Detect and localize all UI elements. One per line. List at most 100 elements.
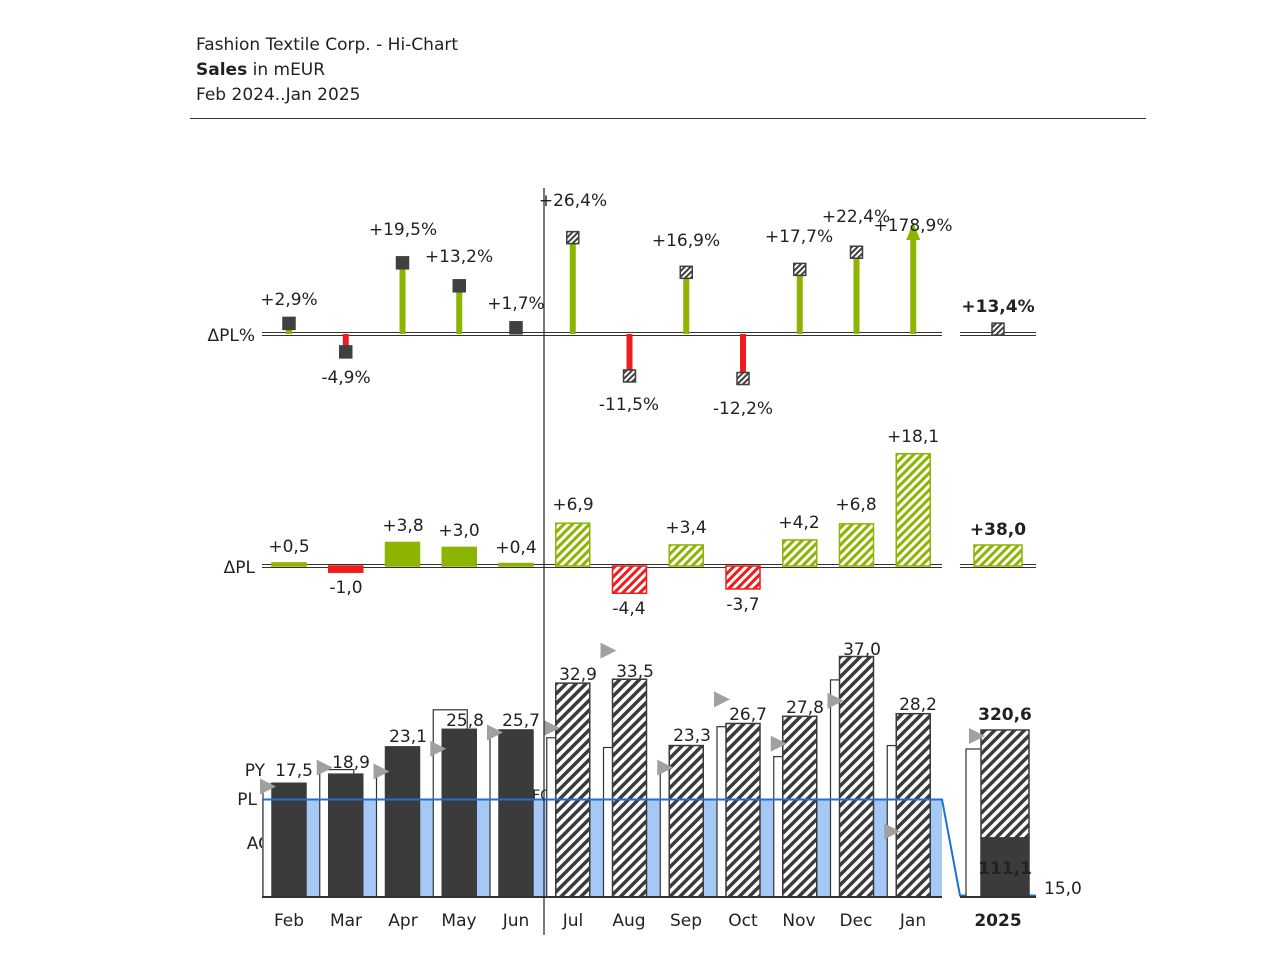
pl-triangle bbox=[884, 823, 901, 840]
dpl-percent-label: +22,4% bbox=[822, 207, 890, 227]
dpl-percent-marker bbox=[452, 279, 466, 293]
pl-triangle bbox=[316, 759, 333, 776]
fc-bar bbox=[668, 744, 704, 898]
sales-label: 37,0 bbox=[843, 640, 881, 660]
dpl-label: +3,8 bbox=[382, 516, 423, 536]
category-label: Oct bbox=[728, 911, 758, 931]
dpl-bar bbox=[384, 541, 421, 567]
dpl-percent-marker bbox=[793, 262, 807, 277]
fc-bar bbox=[782, 715, 818, 898]
dpl-percent-label: +13,2% bbox=[425, 247, 493, 267]
pl-area bbox=[262, 799, 942, 897]
pl-triangle bbox=[260, 778, 276, 795]
pl-total-triangle bbox=[969, 728, 985, 744]
dpl-percent-label: +178,9% bbox=[873, 216, 952, 236]
dpl-label: -1,0 bbox=[329, 578, 362, 598]
sales-label: 33,5 bbox=[616, 662, 654, 682]
plot-area bbox=[260, 188, 1036, 935]
dpl-percent-marker bbox=[849, 245, 864, 259]
fc-bar bbox=[611, 678, 648, 898]
sales-label: 23,1 bbox=[389, 727, 427, 747]
company-title: Fashion Textile Corp. - Hi-Chart bbox=[196, 35, 459, 55]
dpl-bar bbox=[498, 562, 534, 567]
measure-line: Sales in mEUR bbox=[196, 58, 458, 83]
sales-label: 25,8 bbox=[446, 711, 484, 731]
category-label: Apr bbox=[388, 911, 417, 931]
pl-triangle bbox=[430, 740, 447, 757]
sales-total-label: 320,6 bbox=[978, 705, 1032, 725]
dpl-bar bbox=[611, 565, 648, 595]
row-label-dpl-percent: ΔPL% bbox=[207, 326, 255, 346]
dpl-percent-label: +26,4% bbox=[539, 191, 607, 211]
category-label: Jul bbox=[562, 911, 584, 931]
row-label-py: PY bbox=[245, 761, 266, 781]
category-label-total: 2025 bbox=[974, 911, 1021, 931]
dpl-bar bbox=[441, 546, 477, 567]
dpl-label: +0,5 bbox=[268, 537, 309, 557]
ac-bar bbox=[328, 773, 364, 898]
ac-bar bbox=[498, 729, 534, 898]
dpl-bar bbox=[895, 453, 931, 567]
pl-triangle bbox=[770, 735, 787, 752]
fc-total-bar bbox=[980, 729, 1030, 839]
sales-label: 26,7 bbox=[729, 705, 767, 725]
sales-label: 32,9 bbox=[559, 665, 597, 685]
category-label: Jun bbox=[502, 911, 530, 931]
category-label: Mar bbox=[330, 911, 362, 931]
fc-bar bbox=[838, 655, 875, 898]
row-label-dpl: ΔPL bbox=[224, 558, 256, 578]
fc-bar bbox=[555, 682, 591, 898]
dpl-bar bbox=[838, 523, 875, 567]
ac-bar bbox=[441, 728, 477, 898]
dpl-percent-label: +17,7% bbox=[765, 227, 833, 247]
dpl-labels: +0,5 -1,0 +3,8 +3,0 +0,4 +6,9 -4,4 +3,4 … bbox=[268, 427, 1026, 619]
dpl-label: +6,8 bbox=[835, 495, 876, 515]
dpl-percent-label: -11,5% bbox=[599, 395, 659, 415]
ac-bar bbox=[384, 746, 421, 898]
dpl-percent-labels: +2,9% -4,9% +19,5% +13,2% +1,7% +26,4% -… bbox=[260, 191, 1034, 419]
sales-label: 25,7 bbox=[502, 711, 540, 731]
dpl-bar bbox=[328, 565, 364, 573]
dpl-percent-marker bbox=[509, 321, 523, 335]
dpl-percent-marker bbox=[395, 256, 410, 270]
category-label: Nov bbox=[782, 911, 815, 931]
pl-triangle bbox=[487, 724, 503, 741]
pl-triangle bbox=[600, 642, 617, 659]
sales-label: 17,5 bbox=[275, 761, 313, 781]
dpl-label: +3,4 bbox=[665, 518, 706, 538]
dpl-percent-marker bbox=[736, 371, 750, 386]
pl-triangle bbox=[827, 692, 844, 709]
measure-name: Sales bbox=[196, 60, 248, 80]
dpl-total-bar bbox=[973, 544, 1023, 567]
category-label: Feb bbox=[274, 911, 304, 931]
header-divider bbox=[190, 118, 1146, 119]
pl-level-label: 15,0 bbox=[1044, 879, 1082, 899]
pl-triangle bbox=[373, 763, 390, 780]
dpl-percent-marker bbox=[339, 345, 353, 359]
dpl-percent-marker bbox=[679, 265, 693, 280]
category-label: Dec bbox=[840, 911, 873, 931]
category-label: Sep bbox=[670, 911, 702, 931]
pl-triangle bbox=[543, 720, 560, 736]
dpl-label: -3,7 bbox=[726, 595, 759, 615]
dpl-percent-marker bbox=[622, 369, 637, 383]
dpl-percent-label: +1,7% bbox=[487, 294, 544, 314]
sales-label: 28,2 bbox=[899, 695, 937, 715]
ac-total-bar bbox=[980, 837, 1030, 898]
dpl-bar bbox=[782, 539, 818, 567]
dpl-bar bbox=[271, 562, 307, 567]
dpl-percent-label: -4,9% bbox=[321, 368, 370, 388]
sales-total-ac-label: 111,1 bbox=[978, 859, 1032, 879]
dpl-label: +3,0 bbox=[438, 521, 479, 541]
dpl-bar bbox=[555, 522, 591, 567]
dpl-percent-marker bbox=[566, 230, 580, 245]
period-label: Feb 2024..Jan 2025 bbox=[196, 85, 361, 105]
measure-unit: in mEUR bbox=[252, 60, 326, 80]
dpl-label: -4,4 bbox=[612, 599, 645, 619]
row-label-pl: PL bbox=[237, 790, 257, 810]
fc-bar bbox=[895, 712, 931, 898]
sales-labels: 17,5 18,9 23,1 25,8 25,7 32,9 33,5 23,3 … bbox=[275, 640, 1082, 899]
pl-triangle bbox=[714, 691, 730, 708]
dpl-label: +6,9 bbox=[552, 495, 593, 515]
chart-header: Fashion Textile Corp. - Hi-Chart Sales i… bbox=[196, 33, 458, 108]
